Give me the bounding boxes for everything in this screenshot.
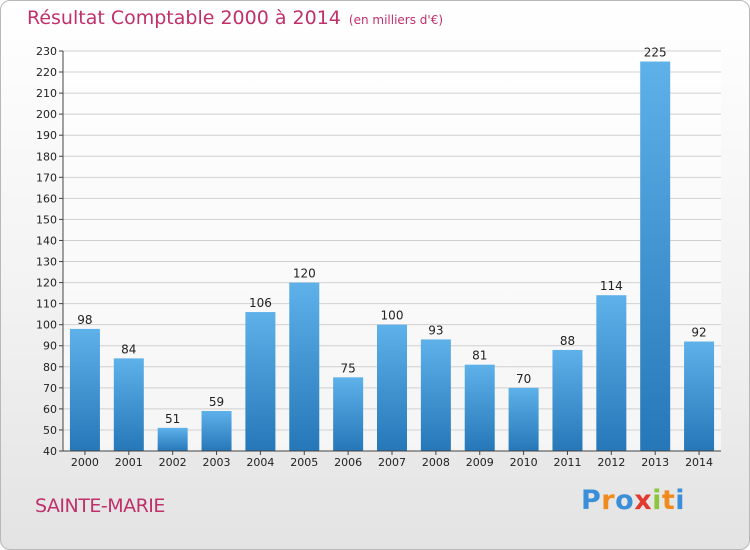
bar — [420, 339, 451, 451]
chart-title-text: Résultat Comptable 2000 à 2014 — [27, 7, 341, 29]
y-tick-label: 170 — [36, 171, 57, 184]
logo-letter: i — [652, 485, 662, 516]
proxiti-logo: Proxiti — [581, 485, 685, 516]
bar — [640, 61, 671, 452]
y-tick-label: 60 — [43, 403, 57, 416]
x-tick-label: 2005 — [290, 456, 318, 469]
y-tick-label: 210 — [36, 87, 57, 100]
x-tick-label: 2011 — [553, 456, 581, 469]
bar — [377, 324, 407, 451]
data-label: 114 — [600, 279, 623, 293]
chart-subtitle: (en milliers d'€) — [348, 13, 444, 27]
data-label: 88 — [560, 334, 575, 348]
bar — [201, 411, 232, 451]
data-label: 100 — [381, 309, 404, 323]
bar — [552, 349, 583, 451]
data-label: 92 — [691, 326, 706, 340]
y-tick-label: 50 — [43, 424, 57, 437]
y-tick-label: 80 — [43, 361, 57, 374]
data-label: 120 — [293, 267, 316, 281]
y-tick-label: 200 — [36, 108, 57, 121]
x-tick-label: 2001 — [115, 456, 143, 469]
data-label: 59 — [209, 395, 224, 409]
bar — [333, 377, 364, 451]
y-tick-label: 70 — [43, 382, 57, 395]
y-tick-label: 190 — [36, 129, 57, 142]
x-tick-label: 2003 — [203, 456, 231, 469]
bar — [245, 312, 276, 451]
x-tick-label: 2014 — [685, 456, 713, 469]
data-label: 98 — [77, 313, 92, 327]
y-tick-label: 230 — [36, 45, 57, 58]
bar — [289, 282, 320, 451]
logo-letter: r — [601, 485, 616, 516]
x-tick-label: 2007 — [378, 456, 406, 469]
x-tick-label: 2002 — [159, 456, 187, 469]
place-name: SAINTE-MARIE — [35, 495, 165, 517]
x-tick-label: 2000 — [71, 456, 99, 469]
data-label: 75 — [340, 361, 355, 375]
bar — [596, 295, 627, 451]
y-tick-label: 220 — [36, 66, 57, 79]
x-tick-label: 2009 — [466, 456, 494, 469]
logo-letter: x — [634, 485, 653, 516]
bar — [684, 341, 715, 451]
data-label: 81 — [472, 349, 487, 363]
logo-letter: i — [675, 485, 686, 516]
y-tick-label: 180 — [36, 150, 57, 163]
data-label: 84 — [121, 342, 136, 356]
logo-letter: P — [581, 485, 602, 516]
bar — [464, 364, 495, 451]
y-tick-label: 90 — [43, 340, 57, 353]
x-tick-label: 2013 — [641, 456, 669, 469]
x-tick-label: 2008 — [422, 456, 450, 469]
y-tick-label: 110 — [36, 298, 57, 311]
logo-letter: t — [661, 485, 676, 516]
y-tick-label: 100 — [36, 319, 57, 332]
y-tick-label: 130 — [36, 256, 57, 269]
y-tick-label: 120 — [36, 277, 57, 290]
data-label: 70 — [516, 372, 531, 386]
bar — [69, 328, 100, 451]
data-label: 51 — [165, 412, 180, 426]
y-tick-label: 40 — [43, 445, 57, 458]
y-tick-label: 160 — [36, 192, 57, 205]
bar — [508, 387, 539, 451]
data-label: 106 — [249, 296, 272, 310]
bar — [113, 358, 144, 451]
y-tick-label: 140 — [36, 234, 57, 247]
x-tick-label: 2006 — [334, 456, 362, 469]
x-tick-label: 2012 — [597, 456, 625, 469]
bar — [157, 427, 188, 451]
data-label: 93 — [428, 323, 443, 337]
y-tick-label: 150 — [36, 213, 57, 226]
chart-title: Résultat Comptable 2000 à 2014 (en millie… — [27, 7, 443, 29]
data-label: 225 — [644, 46, 667, 60]
x-tick-label: 2010 — [510, 456, 538, 469]
x-tick-label: 2004 — [246, 456, 274, 469]
logo-letter: o — [615, 485, 635, 516]
